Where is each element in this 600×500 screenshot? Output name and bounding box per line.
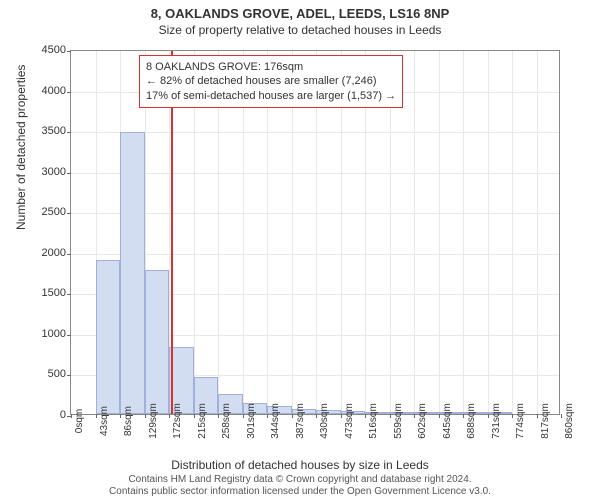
x-tick-label: 129sqm — [148, 403, 159, 439]
y-tick-label: 4500 — [26, 44, 66, 56]
y-tick — [67, 132, 71, 133]
histogram-bar — [145, 270, 170, 414]
infobox-line2: ← 82% of detached houses are smaller (7,… — [146, 74, 396, 88]
y-tick-label: 2000 — [26, 247, 66, 259]
x-tick — [341, 414, 342, 418]
y-tick — [67, 254, 71, 255]
y-tick — [67, 375, 71, 376]
y-tick — [67, 294, 71, 295]
x-tick-label: 301sqm — [246, 403, 257, 439]
x-tick-label: 344sqm — [270, 403, 281, 439]
x-tick — [537, 414, 538, 418]
x-tick — [292, 414, 293, 418]
x-tick-label: 430sqm — [319, 403, 330, 439]
x-tick-label: 559sqm — [393, 403, 404, 439]
x-tick-label: 860sqm — [564, 403, 575, 439]
y-tick-label: 3000 — [26, 166, 66, 178]
x-tick — [169, 414, 170, 418]
attribution-line1: Contains HM Land Registry data © Crown c… — [0, 474, 600, 486]
x-tick — [488, 414, 489, 418]
y-tick-label: 3500 — [26, 125, 66, 137]
infobox-line3: 17% of semi-detached houses are larger (… — [146, 89, 396, 103]
y-tick-label: 1000 — [26, 328, 66, 340]
x-tick-label: 473sqm — [344, 403, 355, 439]
y-tick-label: 4000 — [26, 85, 66, 97]
x-tick — [267, 414, 268, 418]
chart-subtitle: Size of property relative to detached ho… — [0, 21, 600, 37]
histogram-chart: 8, OAKLANDS GROVE, ADEL, LEEDS, LS16 8NP… — [0, 0, 600, 500]
y-tick — [67, 173, 71, 174]
y-tick-label: 2500 — [26, 206, 66, 218]
x-tick — [316, 414, 317, 418]
x-tick-label: 731sqm — [491, 403, 502, 439]
x-tick — [218, 414, 219, 418]
x-tick-label: 215sqm — [197, 403, 208, 439]
infobox-line1: 8 OAKLANDS GROVE: 176sqm — [146, 60, 396, 74]
x-tick — [561, 414, 562, 418]
chart-title: 8, OAKLANDS GROVE, ADEL, LEEDS, LS16 8NP — [0, 0, 600, 21]
reference-info-box: 8 OAKLANDS GROVE: 176sqm ← 82% of detach… — [139, 55, 403, 108]
x-tick-label: 817sqm — [540, 403, 551, 439]
plot-area: 8 OAKLANDS GROVE: 176sqm ← 82% of detach… — [70, 50, 560, 415]
x-tick — [512, 414, 513, 418]
attribution: Contains HM Land Registry data © Crown c… — [0, 474, 600, 498]
histogram-bar — [120, 132, 145, 414]
x-tick-label: 602sqm — [417, 403, 428, 439]
x-tick-label: 0sqm — [74, 409, 85, 433]
x-tick — [71, 414, 72, 418]
x-tick — [463, 414, 464, 418]
y-tick-label: 0 — [26, 409, 66, 421]
x-tick-label: 172sqm — [172, 403, 183, 439]
y-tick-label: 1500 — [26, 287, 66, 299]
grid-line-v — [439, 51, 440, 414]
attribution-line2: Contains public sector information licen… — [0, 486, 600, 498]
y-tick — [67, 213, 71, 214]
y-tick — [67, 92, 71, 93]
x-tick-label: 258sqm — [221, 403, 232, 439]
x-tick — [390, 414, 391, 418]
x-tick — [194, 414, 195, 418]
x-tick-label: 645sqm — [442, 403, 453, 439]
x-tick — [96, 414, 97, 418]
y-tick-label: 500 — [26, 368, 66, 380]
x-axis-label: Distribution of detached houses by size … — [0, 458, 600, 472]
grid-line-v — [463, 51, 464, 414]
x-tick — [243, 414, 244, 418]
x-tick — [145, 414, 146, 418]
y-tick — [67, 335, 71, 336]
x-tick-label: 516sqm — [368, 403, 379, 439]
x-tick-label: 86sqm — [123, 406, 134, 436]
x-tick-label: 43sqm — [99, 406, 110, 436]
x-tick — [365, 414, 366, 418]
x-tick-label: 774sqm — [515, 403, 526, 439]
x-tick — [414, 414, 415, 418]
y-tick — [67, 51, 71, 52]
x-tick — [120, 414, 121, 418]
x-tick-label: 688sqm — [466, 403, 477, 439]
grid-line-v — [537, 51, 538, 414]
x-tick-label: 387sqm — [295, 403, 306, 439]
grid-line-v — [512, 51, 513, 414]
x-tick — [439, 414, 440, 418]
grid-line-v — [414, 51, 415, 414]
grid-line-v — [488, 51, 489, 414]
histogram-bar — [96, 260, 121, 414]
